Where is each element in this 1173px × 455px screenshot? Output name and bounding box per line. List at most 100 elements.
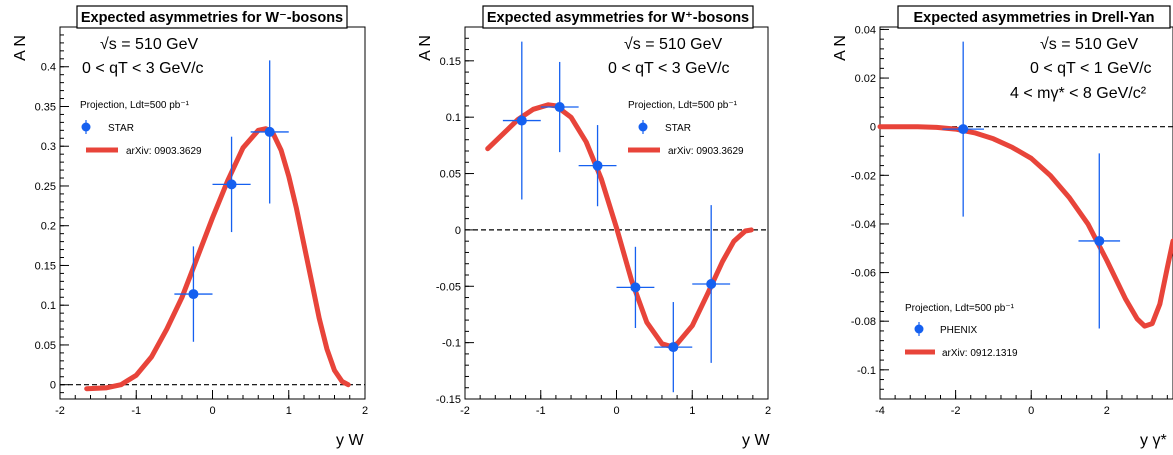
data-points <box>502 41 731 393</box>
x-tick-label: 1 <box>286 405 292 417</box>
annotation-projection: Projection, Ldt=500 pb⁻¹ <box>905 303 1015 314</box>
x-tick-label: 0 <box>209 405 215 417</box>
data-point <box>212 136 251 233</box>
x-axis-label: y γ* <box>1140 432 1167 449</box>
annotation-mass: 4 < mγ* < 8 GeV/c² <box>1010 85 1147 102</box>
annotation-sqrt-s: √s = 510 GeV <box>1040 36 1139 53</box>
y-tick-label: -0.08 <box>851 316 876 328</box>
x-tick-label: 0 <box>1028 405 1034 417</box>
legend-marker-points <box>914 324 924 334</box>
y-tick-label: 0 <box>870 122 876 134</box>
theory-curve <box>485 102 754 349</box>
title-box <box>76 5 348 29</box>
y-tick-label: 0.1 <box>41 300 56 312</box>
annotation-sqrt-s: √s = 510 GeV <box>100 36 199 53</box>
annotation-projection: Projection, Ldt=500 pb⁻¹ <box>628 100 738 111</box>
theory-curve <box>84 126 351 392</box>
y-tick-label: -0.1 <box>442 338 461 350</box>
legend-label-curve: arXiv: 0903.3629 <box>126 146 202 157</box>
panel-w-plus: -0.15 -0.1 -0.05 0 0.05 0.1 0.15 -2 -1 0 1 2 Expect… <box>417 5 771 449</box>
x-tick-label: -2 <box>55 405 65 417</box>
point-marker <box>958 124 969 135</box>
y-tick-label: -0.05 <box>436 281 461 293</box>
chart-title: Expected asymmetries for W⁺-bosons <box>487 10 749 26</box>
data-point <box>942 41 984 217</box>
y-tick-label: -0.04 <box>851 219 876 231</box>
annotation-qt: 0 < qT < 3 GeV/c <box>608 60 730 77</box>
y-tick-label: -0.15 <box>436 394 461 406</box>
legend-label-curve: arXiv: 0912.1319 <box>942 348 1018 359</box>
annotation-sqrt-s: √s = 510 GeV <box>624 36 723 53</box>
data-points <box>174 60 289 342</box>
point-marker <box>516 115 527 126</box>
data-point <box>540 61 579 153</box>
data-point <box>174 246 213 342</box>
y-tick-label: 0.02 <box>855 73 876 85</box>
axis-ticks: 0 0.05 0.1 0.15 0.2 0.25 0.3 0.35 0.4 -2 -1 0 1 2 <box>35 26 368 417</box>
legend: STAR arXiv: 0903.3629 <box>81 120 202 157</box>
x-tick-label: 2 <box>362 405 368 417</box>
y-tick-label: 0.05 <box>35 340 56 352</box>
x-tick-label: -2 <box>951 405 961 417</box>
title-box <box>897 5 1171 29</box>
x-tick-label: 1 <box>689 405 695 417</box>
legend-label-points: STAR <box>665 123 691 134</box>
legend-label-points: STAR <box>108 123 134 134</box>
y-tick-label: -0.06 <box>851 268 876 280</box>
x-tick-label: 2 <box>1104 405 1110 417</box>
x-tick-label: -4 <box>875 405 885 417</box>
legend-marker-points <box>81 122 91 132</box>
y-axis-label: A N <box>12 35 29 61</box>
point-marker <box>264 126 275 137</box>
point-marker <box>668 342 679 353</box>
data-point <box>692 205 731 363</box>
plot-frame <box>879 26 1173 400</box>
y-tick-label: 0.15 <box>35 260 56 272</box>
y-tick-label: 0.2 <box>41 221 56 233</box>
point-marker <box>630 282 641 293</box>
chart-title: Expected asymmetries for W⁻-bosons <box>81 10 343 26</box>
y-tick-label: -0.1 <box>857 365 876 377</box>
data-point <box>502 41 541 200</box>
axis-ticks: -0.15 -0.1 -0.05 0 0.05 0.1 0.15 -2 -1 0 1 2 <box>436 26 771 417</box>
data-point <box>578 125 617 207</box>
x-tick-label: -1 <box>131 405 141 417</box>
x-axis-label: y W <box>742 432 770 449</box>
plot-frame <box>464 26 769 400</box>
y-tick-label: 0.05 <box>440 169 461 181</box>
legend: STAR arXiv: 0903.3629 <box>628 120 744 157</box>
y-tick-label: 0.1 <box>446 112 461 124</box>
data-point <box>616 246 655 328</box>
data-point <box>654 302 693 393</box>
y-tick-label: 0 <box>50 380 56 392</box>
y-tick-label: 0.15 <box>440 56 461 68</box>
y-tick-label: 0 <box>455 225 461 237</box>
point-marker <box>1094 235 1105 246</box>
point-marker <box>554 102 565 113</box>
point-marker <box>188 289 199 300</box>
y-tick-label: 0.35 <box>35 101 56 113</box>
chart-title: Expected asymmetries in Drell-Yan <box>914 10 1155 26</box>
data-point <box>1078 153 1121 329</box>
annotation-qt: 0 < qT < 3 GeV/c <box>82 60 204 77</box>
x-axis-label: y W <box>336 432 364 449</box>
y-axis-label: A N <box>417 35 434 61</box>
point-marker <box>706 279 717 290</box>
legend-label-curve: arXiv: 0903.3629 <box>668 146 744 157</box>
legend-label-points: PHENIX <box>940 325 978 336</box>
axis-ticks: -0.1 -0.08 -0.06 -0.04 -0.02 0 0.02 0.04 -4 -2 0 2 <box>851 24 1168 417</box>
y-tick-label: 0.25 <box>35 181 56 193</box>
annotation-projection: Projection, Ldt=500 pb⁻¹ <box>80 100 190 111</box>
legend: PHENIX arXiv: 0912.1319 <box>905 322 1018 359</box>
x-tick-label: 0 <box>613 405 619 417</box>
y-axis-label: A N <box>832 35 849 61</box>
data-points <box>942 41 1121 329</box>
y-tick-label: -0.02 <box>851 170 876 182</box>
theory-curve <box>877 124 1173 329</box>
point-marker <box>226 179 237 190</box>
y-tick-label: 0.04 <box>855 24 876 36</box>
annotation-qt: 0 < qT < 1 GeV/c <box>1030 60 1152 77</box>
x-tick-label: -1 <box>536 405 546 417</box>
